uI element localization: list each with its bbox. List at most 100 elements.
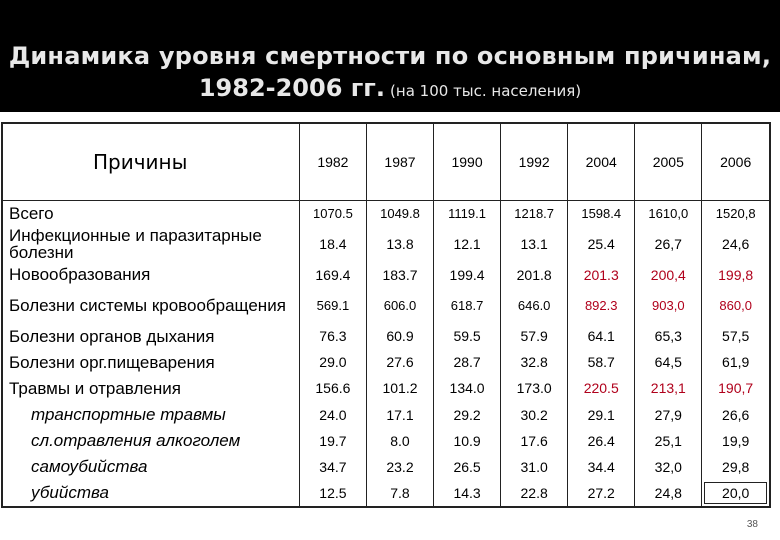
value-cell: 29.2: [433, 401, 501, 428]
value-cell: 31.0: [500, 453, 568, 480]
value-cell: 199.4: [433, 261, 501, 288]
value-cell: 34.4: [567, 453, 635, 480]
cause-label: Болезни орг.пищеварения: [3, 349, 300, 376]
value-cell: 26,6: [701, 401, 769, 428]
value-cell: 190,7: [701, 375, 769, 402]
value-cell: 1218.7: [500, 200, 568, 227]
value-cell: 58.7: [567, 349, 635, 376]
value-cell: 569.1: [298, 287, 367, 324]
value-cell: 12.1: [433, 226, 501, 262]
cause-label: Болезни органов дыхания: [3, 323, 300, 350]
value-cell: 183.7: [365, 261, 434, 288]
year-header: 1992: [500, 124, 568, 201]
value-cell: 30.2: [500, 401, 568, 428]
value-cell: 13.8: [365, 226, 434, 262]
value-cell: 22.8: [500, 479, 568, 506]
cause-label: самоубийства: [3, 453, 300, 480]
value-cell: 13.1: [500, 226, 568, 262]
value-cell: 57,5: [701, 323, 769, 350]
value-cell: 25,1: [634, 427, 702, 454]
slide-title-units: (на 100 тыс. населения): [390, 82, 582, 100]
value-cell: 29.1: [567, 401, 635, 428]
value-cell: 134.0: [433, 375, 501, 402]
cause-label: транспортные травмы: [3, 401, 300, 428]
value-cell: 76.3: [298, 323, 367, 350]
table-body: Всего 1070.5 1049.8 1119.1 1218.7 1598.4 1610,…: [3, 200, 769, 506]
value-cell: 1610,0: [634, 200, 702, 227]
value-cell: 20,0: [701, 479, 769, 506]
value-cell: 892.3: [567, 287, 635, 324]
value-cell: 57.9: [500, 323, 568, 350]
mortality-table-frame: Причины 1982 1987 1990 1992 2004 2005 20…: [1, 122, 771, 508]
value-cell: 23.2: [365, 453, 434, 480]
value-cell: 24,6: [701, 226, 769, 262]
year-header: 2005: [634, 124, 702, 201]
year-header: 1990: [433, 124, 501, 201]
cause-label: Новообразования: [3, 261, 300, 288]
slide-title-line2: 1982-2006 гг. (на 100 тыс. населения): [0, 74, 780, 102]
value-cell: 19.7: [298, 427, 367, 454]
table-row: убийства 12.5 7.8 14.3 22.8 27.2 24,8 20,0: [3, 479, 769, 506]
value-cell: 65,3: [634, 323, 702, 350]
table-row: Болезни системы кровообращения 569.1 606.0…: [3, 287, 769, 324]
cause-label: Травмы и отравления: [3, 375, 300, 402]
value-cell: 1119.1: [433, 200, 501, 227]
year-header: 2004: [567, 124, 635, 201]
value-cell: 646.0: [500, 287, 568, 324]
value-cell: 27,9: [634, 401, 702, 428]
value-cell: 17.1: [365, 401, 434, 428]
value-cell: 64.1: [567, 323, 635, 350]
value-cell: 61,9: [701, 349, 769, 376]
table-row: самоубийства 34.7 23.2 26.5 31.0 34.4 32,0 29,8: [3, 453, 769, 480]
value-cell: 26,7: [634, 226, 702, 262]
value-cell: 27.6: [365, 349, 434, 376]
value-cell: 32,0: [634, 453, 702, 480]
value-cell: 156.6: [298, 375, 367, 402]
slide-title-line1: Динамика уровня смертности по основным п…: [8, 42, 772, 70]
table-row: Новообразования 169.4 183.7 199.4 201.8 201.3…: [3, 261, 769, 288]
year-header: 1987: [365, 124, 434, 201]
value-cell: 19,9: [701, 427, 769, 454]
value-cell: 201.3: [567, 261, 635, 288]
value-cell: 34.7: [298, 453, 367, 480]
value-cell: 220.5: [567, 375, 635, 402]
value-cell: 606.0: [365, 287, 434, 324]
value-cell: 10.9: [433, 427, 501, 454]
table-row: Болезни органов дыхания 76.3 60.9 59.5 57.9 6…: [3, 323, 769, 350]
value-cell: 32.8: [500, 349, 568, 376]
value-cell: 17.6: [500, 427, 568, 454]
table-header-row: Причины 1982 1987 1990 1992 2004 2005 20…: [3, 124, 769, 201]
value-cell: 60.9: [365, 323, 434, 350]
table-row: Всего 1070.5 1049.8 1119.1 1218.7 1598.4 1610,…: [3, 200, 769, 227]
value-cell: 1520,8: [701, 200, 769, 227]
value-cell: 201.8: [500, 261, 568, 288]
value-cell: 25.4: [567, 226, 635, 262]
value-cell: 173.0: [500, 375, 568, 402]
value-cell: 29.0: [298, 349, 367, 376]
value-cell: 8.0: [365, 427, 434, 454]
value-cell: 24.0: [298, 401, 367, 428]
cause-label: сл.отравления алкоголем: [3, 427, 300, 454]
title-band: Динамика уровня смертности по основным п…: [0, 0, 780, 112]
value-cell: 27.2: [567, 479, 635, 506]
value-cell: 1070.5: [298, 200, 367, 227]
table-row: Травмы и отравления 156.6 101.2 134.0 173.0 2…: [3, 375, 769, 402]
value-cell: 169.4: [298, 261, 367, 288]
value-cell: 64,5: [634, 349, 702, 376]
value-cell: 199,8: [701, 261, 769, 288]
value-cell: 1598.4: [567, 200, 635, 227]
value-cell: 860,0: [701, 287, 769, 324]
value-cell: 12.5: [298, 479, 367, 506]
value-cell: 101.2: [365, 375, 434, 402]
value-cell: 26.4: [567, 427, 635, 454]
value-cell: 7.8: [365, 479, 434, 506]
slide-title-years: 1982-2006 гг.: [198, 74, 385, 102]
value-cell: 903,0: [634, 287, 702, 324]
value-cell: 200,4: [634, 261, 702, 288]
causes-column-header: Причины: [3, 124, 300, 201]
page-number: 38: [746, 519, 758, 530]
cause-label: Инфекционные и паразитарные болезни: [3, 226, 300, 262]
value-cell: 28.7: [433, 349, 501, 376]
year-header: 1982: [298, 124, 367, 201]
value-cell: 618.7: [433, 287, 501, 324]
